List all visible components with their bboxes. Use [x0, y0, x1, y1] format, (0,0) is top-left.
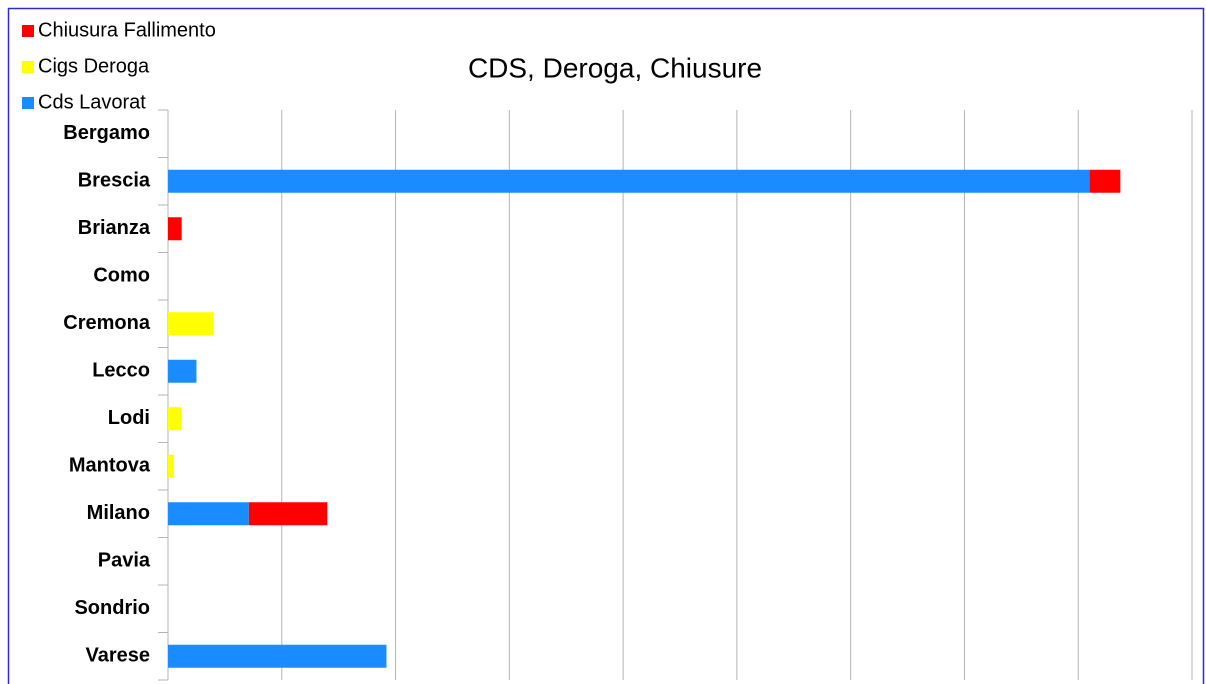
legend-label: Chiusura Fallimento [38, 19, 216, 41]
bar [168, 359, 197, 383]
legend-swatch [22, 25, 34, 37]
y-tick-label: Como [93, 265, 150, 287]
y-tick-label: Sondrio [74, 597, 150, 619]
y-tick-label: Cremona [63, 312, 151, 334]
bar [168, 217, 182, 241]
bar [168, 169, 1090, 193]
y-tick-label: Mantova [69, 455, 151, 477]
bar [1089, 169, 1121, 193]
y-tick-label: Brescia [78, 170, 151, 192]
y-tick-label: Pavia [98, 550, 151, 572]
y-tick-label: Bergamo [63, 122, 150, 144]
legend-label: Cds Lavorat [38, 91, 146, 113]
y-tick-label: Milano [87, 502, 150, 524]
chart-title: CDS, Deroga, Chiusure [468, 52, 762, 83]
y-tick-label: Brianza [78, 217, 151, 239]
y-tick-label: Varese [85, 645, 150, 667]
y-tick-label: Lecco [92, 360, 150, 382]
bar [248, 502, 328, 526]
y-tick-label: Lodi [108, 407, 150, 429]
legend-swatch [22, 61, 34, 73]
legend-label: Cigs Deroga [38, 55, 150, 77]
legend-swatch [22, 97, 34, 109]
bar [168, 312, 214, 336]
bar [168, 502, 249, 526]
bar [168, 644, 387, 668]
bar [168, 454, 174, 478]
bar [168, 407, 182, 431]
frame [7, 7, 1205, 684]
